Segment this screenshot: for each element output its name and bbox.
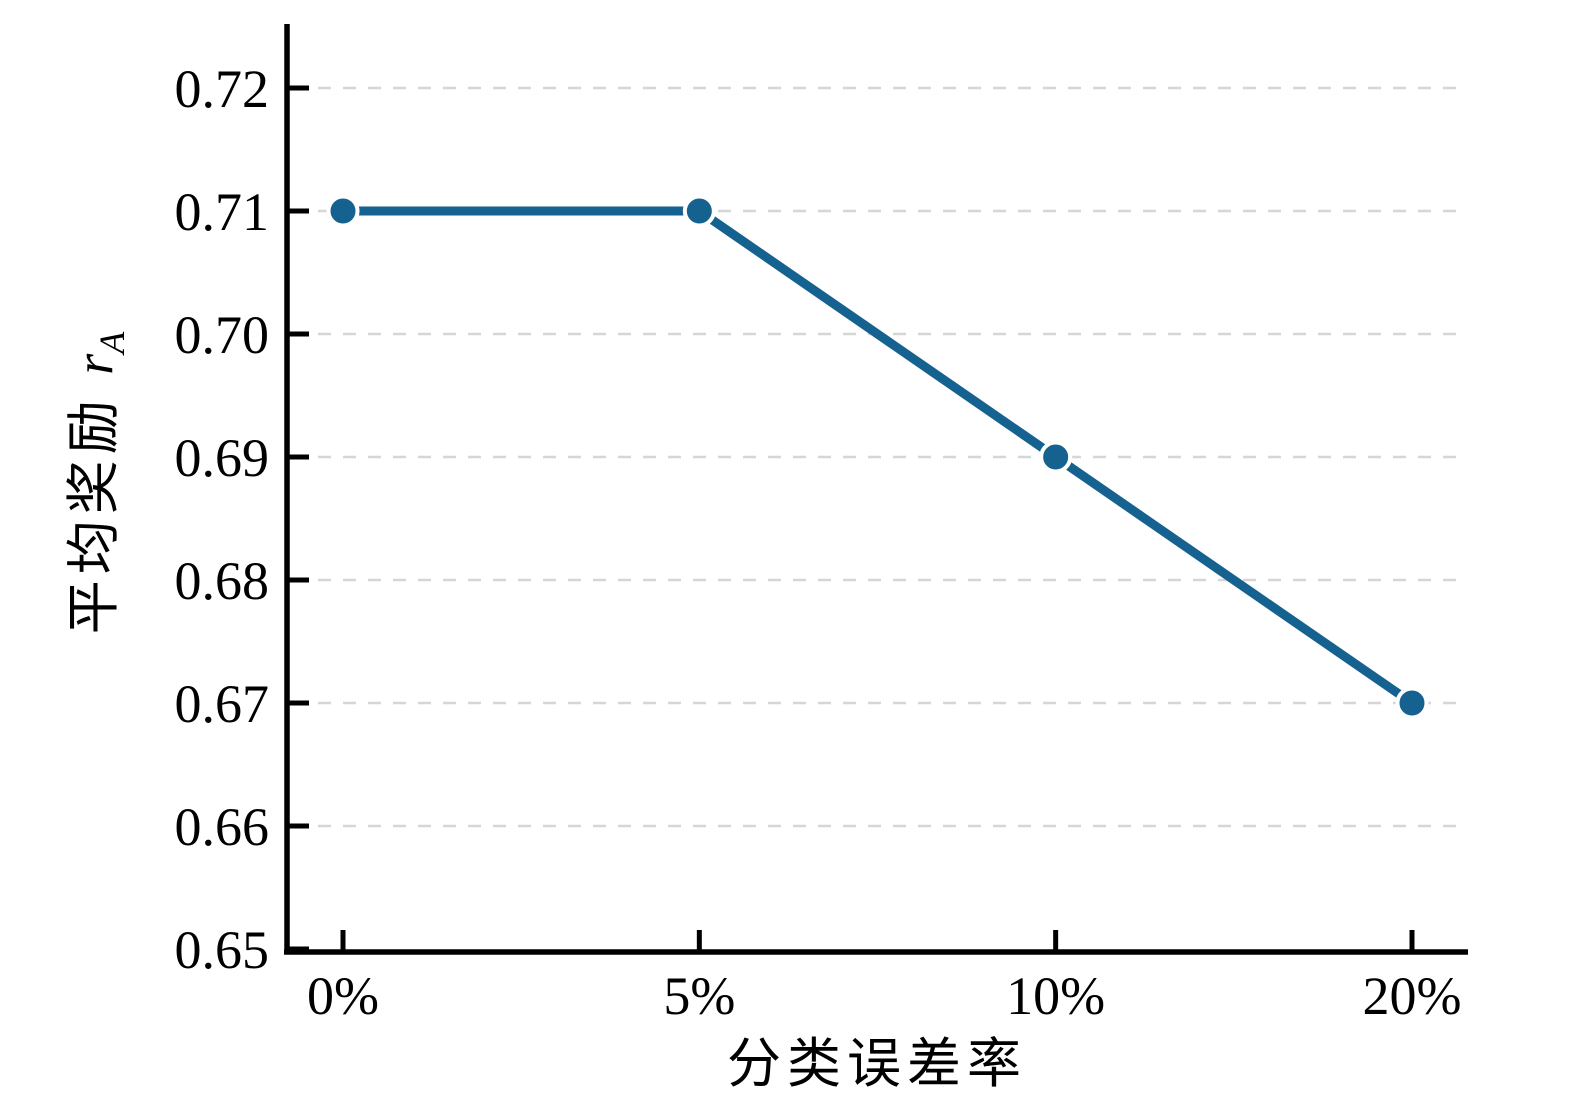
x-axis-tick-label: 10% bbox=[1006, 966, 1105, 1026]
y-axis-tick-label: 0.68 bbox=[175, 551, 270, 611]
y-axis-tick-label: 0.66 bbox=[175, 797, 270, 857]
tick-labels-layer: 0.65 0.66 0.67 0.68 0.69 0.70 0.71 0.72 0% 5% 10% 2… bbox=[175, 59, 1462, 1026]
data-point-marker bbox=[326, 194, 360, 228]
y-axis-tick-label: 0.71 bbox=[175, 182, 270, 242]
x-axis-tick-label: 5% bbox=[663, 966, 735, 1026]
y-axis-tick-label: 0.72 bbox=[175, 59, 270, 119]
data-point-marker bbox=[1395, 686, 1429, 720]
x-axis-tick-label: 0% bbox=[307, 966, 379, 1026]
y-axis-tick-label: 0.65 bbox=[175, 920, 270, 980]
y-axis-tick-label: 0.70 bbox=[175, 305, 270, 365]
data-series-layer bbox=[326, 194, 1429, 720]
data-line bbox=[343, 206, 1415, 707]
gridlines-layer bbox=[293, 86, 1462, 828]
y-axis-tick-label: 0.67 bbox=[175, 674, 270, 734]
data-point-marker bbox=[682, 194, 716, 228]
axes-layer bbox=[284, 24, 1468, 955]
y-axis-label: 平均奖励 rA bbox=[64, 331, 132, 635]
data-point-marker bbox=[1039, 440, 1073, 474]
x-axis-label: 分类误差率 bbox=[727, 1034, 1027, 1094]
x-axis-tick-label: 20% bbox=[1362, 966, 1461, 1026]
y-axis-tick-label: 0.69 bbox=[175, 428, 270, 488]
